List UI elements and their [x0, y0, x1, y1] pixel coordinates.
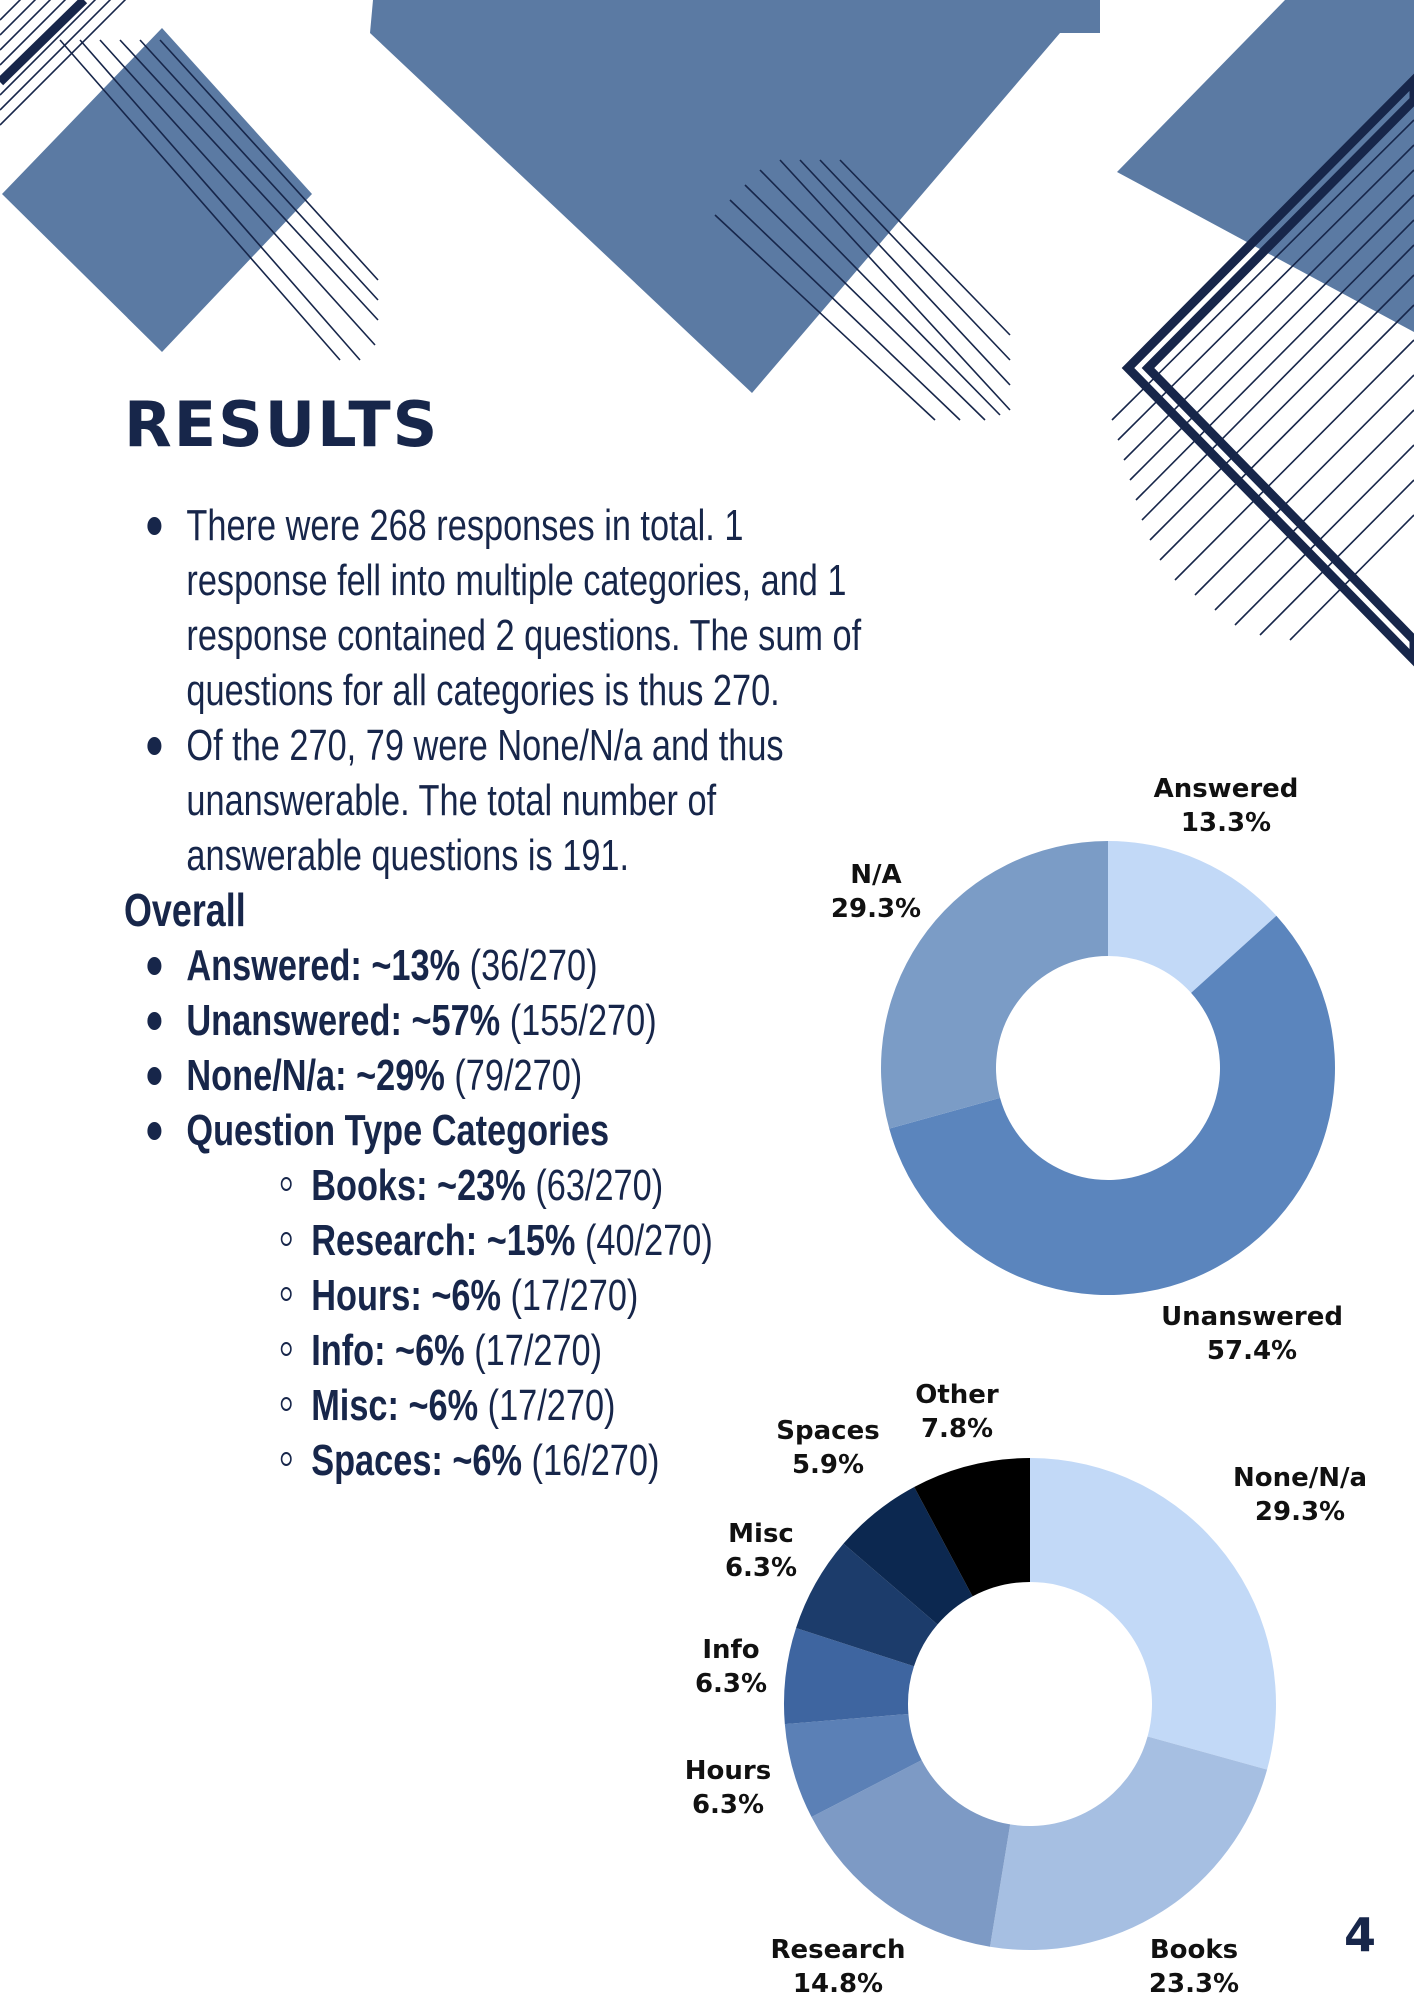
slice-label-hours: Hours 6.3%: [685, 1756, 771, 1820]
category-item-spaces: Spaces: ~6% (16/270): [249, 1433, 873, 1488]
slice-hours: [784, 1713, 922, 1818]
slice-other: [914, 1458, 1030, 1597]
slice-answered: [1108, 841, 1277, 993]
category-list: Books: ~23% (63/270) Research: ~15% (40/…: [249, 1158, 873, 1488]
category-item-books: Books: ~23% (63/270): [249, 1158, 873, 1213]
slice-label-none-n-a: None/N/a 29.3%: [1233, 1463, 1367, 1527]
deco-frame-right: [1121, 73, 1414, 667]
deco-diamond-left: [2, 28, 312, 352]
deco-hatch-left: [59, 39, 379, 361]
deco-diamond-right: [1117, 0, 1414, 332]
summary-list: There were 268 responses in total. 1 res…: [124, 498, 873, 883]
category-item-research: Research: ~15% (40/270): [249, 1213, 873, 1268]
overall-item-answered: Answered: ~13% (36/270): [124, 938, 873, 993]
slice-label-research: Research 14.8%: [770, 1935, 905, 1999]
slice-label-spaces: Spaces 5.9%: [776, 1416, 879, 1480]
slice-label-other: Other 7.8%: [915, 1380, 999, 1444]
deco-diamond-center: [370, 0, 1100, 393]
slice-spaces: [843, 1486, 973, 1625]
slice-n-a: [881, 841, 1108, 1129]
category-item-misc: Misc: ~6% (17/270): [249, 1378, 873, 1433]
deco-hatch-right: [1111, 119, 1414, 641]
slice-books: [989, 1736, 1268, 1950]
slice-label-answered: Answered 13.3%: [1154, 774, 1299, 838]
slice-misc: [796, 1543, 938, 1667]
slice-label-info: Info 6.3%: [695, 1635, 767, 1699]
page-number: 4: [1343, 1908, 1376, 1962]
slice-label-unanswered: Unanswered 57.4%: [1161, 1302, 1343, 1366]
slice-none-n-a: [1030, 1458, 1277, 1770]
slice-label-n-a: N/A 29.3%: [831, 860, 921, 924]
slice-unanswered: [889, 915, 1336, 1295]
overall-list: Answered: ~13% (36/270) Unanswered: ~57%…: [124, 938, 873, 1488]
slice-label-misc: Misc 6.3%: [725, 1519, 797, 1583]
deco-hatch-center: [714, 159, 1011, 421]
summary-item: There were 268 responses in total. 1 res…: [124, 498, 873, 718]
overall-heading: Overall: [124, 884, 246, 936]
overall-item-none: None/N/a: ~29% (79/270): [124, 1048, 873, 1103]
slice-research: [811, 1760, 1011, 1947]
slice-label-books: Books 23.3%: [1149, 1935, 1239, 1999]
category-item-hours: Hours: ~6% (17/270): [249, 1268, 873, 1323]
deco-frame-topleft: [0, 0, 88, 86]
slice-info: [784, 1627, 914, 1725]
overall-item-unanswered: Unanswered: ~57% (155/270): [124, 993, 873, 1048]
category-item-info: Info: ~6% (17/270): [249, 1323, 873, 1378]
results-text: There were 268 responses in total. 1 res…: [124, 498, 873, 1488]
page-title: RESULTS: [124, 388, 440, 461]
summary-item: Of the 270, 79 were None/N/a and thus un…: [124, 718, 873, 883]
overall-item-categories: Question Type Categories Books: ~23% (63…: [124, 1103, 873, 1488]
